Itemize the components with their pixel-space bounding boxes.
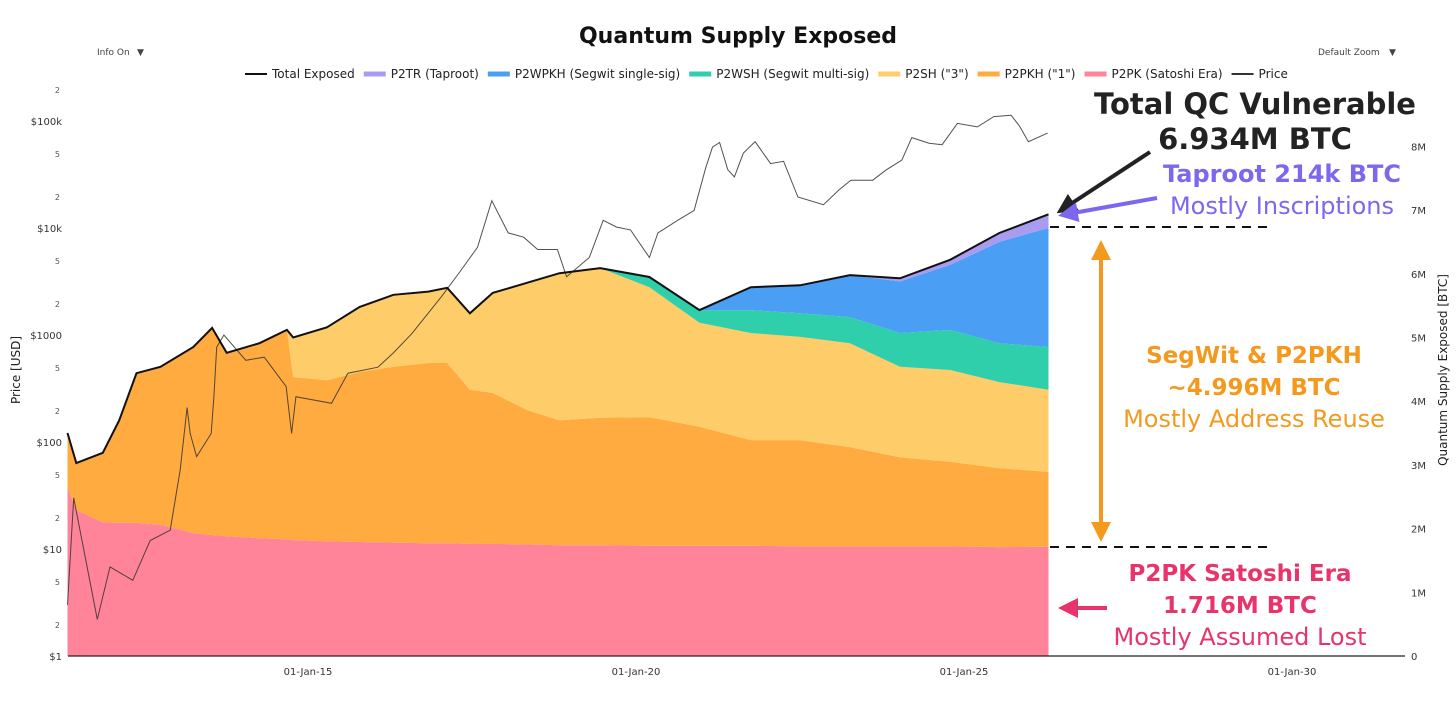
left-tick-label: 5 [55,471,60,480]
legend-label: P2WSH (Segwit multi-sig) [716,67,869,81]
left-tick-label: 5 [55,257,60,266]
left-tick-label: 2 [55,300,60,309]
right-axis-ticks: 0 1M 2M 3M 4M 5M 6M 7M 8M [1411,142,1426,663]
left-tick-label: $100k [31,117,62,128]
legend-item-p2pk[interactable]: P2PK (Satoshi Era) [1084,67,1223,81]
x-tick-label: 01-Jan-25 [940,667,989,678]
zoom-dropdown-label: Default Zoom [1318,48,1380,58]
right-tick-label: 0 [1411,652,1417,663]
left-axis-label: Price [USD] [9,336,23,404]
legend-item-p2sh[interactable]: P2SH ("3") [878,67,969,81]
annotation-segwit-title: SegWit & P2PKH [1146,343,1362,369]
annotation-p2pk-value: 1.716M BTC [1163,593,1317,619]
legend-swatch [363,71,386,77]
left-tick-label: 2 [55,86,60,95]
legend-swatch [1084,71,1107,77]
info-dropdown-label: Info On [97,48,130,58]
annotation-segwit-note: Mostly Address Reuse [1123,405,1385,433]
left-tick-label: 5 [55,364,60,373]
annotation-taproot-title: Taproot 214k BTC [1163,160,1401,188]
left-tick-label: 2 [55,621,60,630]
area-p2sh [67,268,1049,472]
legend-item-p2wsh[interactable]: P2WSH (Segwit multi-sig) [689,67,869,81]
annotation-segwit-value: ~4.996M BTC [1167,375,1340,401]
right-axis-label: Quantum Supply Exposed [BTC] [1436,274,1450,466]
taproot-arrow-icon [1058,196,1158,223]
area-p2wpkh [67,227,1049,463]
right-tick-label: 7M [1411,206,1426,217]
info-dropdown[interactable]: Info On ▼ [97,48,144,58]
legend-item-total[interactable]: Total Exposed [245,67,355,81]
left-tick-label: $10 [43,545,62,556]
chevron-down-icon: ▼ [137,48,144,58]
annotation-total-value: 6.934M BTC [1158,122,1352,156]
legend-label: P2SH ("3") [905,67,968,81]
legend-label: P2PK (Satoshi Era) [1112,67,1223,81]
price-line [67,114,1048,620]
legend-swatch [487,71,510,77]
total-arrow-icon [1056,150,1152,214]
x-tick-label: 01-Jan-30 [1268,667,1317,678]
left-axis-ticks: $1 2 5 $10 2 5 $100 2 5 $1000 2 5 $10k 2 5 $100k 2 [30,86,62,663]
right-tick-label: 4M [1411,397,1426,408]
legend-swatch [245,73,267,75]
price-series [67,114,1048,620]
right-tick-label: 1M [1411,588,1426,599]
legend-item-p2pkh[interactable]: P2PKH ("1") [977,67,1076,81]
legend-item-price[interactable]: Price [1231,67,1288,81]
right-tick-label: 8M [1411,142,1426,153]
left-tick-label: 5 [55,578,60,587]
legend-swatch [689,71,712,77]
right-tick-label: 6M [1411,270,1426,281]
left-tick-label: $10k [37,224,62,235]
total-exposed-line [66,213,1049,465]
right-tick-label: 2M [1411,525,1426,536]
left-tick-label: 5 [55,150,60,159]
annotation-total-title: Total QC Vulnerable [1094,87,1416,121]
legend-swatch [878,71,901,77]
zoom-dropdown[interactable]: Default Zoom ▼ [1318,48,1396,58]
legend-item-p2tr[interactable]: P2TR (Taproot) [363,67,479,81]
legend-label: P2WPKH (Segwit single-sig) [515,67,680,81]
chevron-down-icon: ▼ [1389,48,1396,58]
legend-label: P2PKH ("1") [1005,67,1076,81]
left-tick-label: $1000 [30,331,62,342]
stacked-areas [67,214,1049,656]
legend-item-p2wpkh[interactable]: P2WPKH (Segwit single-sig) [487,67,680,81]
left-tick-label: 2 [55,193,60,202]
chart-title: Quantum Supply Exposed [579,24,897,49]
right-tick-label: 3M [1411,461,1426,472]
legend-label: Price [1259,67,1288,81]
left-tick-label: 2 [55,514,60,523]
total-exposed-series [66,213,1049,465]
x-tick-label: 01-Jan-15 [284,667,333,678]
area-p2wsh [67,268,1049,463]
area-p2pk [67,487,1049,656]
left-tick-label: $1 [49,652,62,663]
x-tick-label: 01-Jan-20 [612,667,661,678]
left-tick-label: 2 [55,407,60,416]
legend-swatch [1231,73,1254,75]
x-axis-ticks: 01-Jan-15 01-Jan-20 01-Jan-25 01-Jan-30 [284,667,1317,678]
annotation-p2pk-note: Mostly Assumed Lost [1114,623,1367,651]
right-tick-label: 5M [1411,334,1426,345]
annotation-taproot-note: Mostly Inscriptions [1170,192,1394,220]
legend-swatch [977,71,1000,77]
legend-label: Total Exposed [271,67,355,81]
area-p2pkh [67,327,1049,548]
legend-label: P2TR (Taproot) [391,67,479,81]
legend: Total Exposed P2TR (Taproot) P2WPKH (Segwi… [245,67,1288,81]
left-tick-label: $100 [37,438,62,449]
annotation-p2pk-title: P2PK Satoshi Era [1129,561,1352,587]
